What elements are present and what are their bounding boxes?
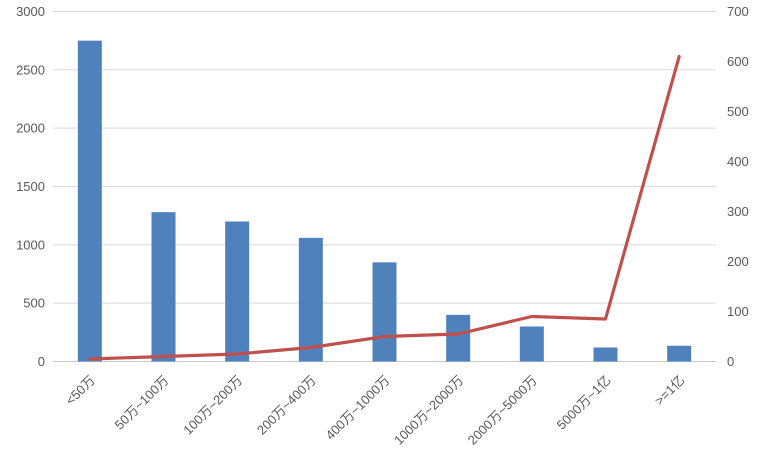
x-axis-category-label: 400万~1000万 xyxy=(322,373,392,443)
bar xyxy=(298,237,323,362)
right-axis-tick-label: 500 xyxy=(727,104,749,119)
x-axis-category-label: 2000万~5000万 xyxy=(465,373,540,448)
right-axis-tick-label: 400 xyxy=(727,154,749,169)
right-axis-tick-label: 200 xyxy=(727,254,749,269)
right-axis-tick-label: 0 xyxy=(727,354,734,369)
x-axis-category-label: >=1亿 xyxy=(652,373,688,409)
right-axis-tick-label: 600 xyxy=(727,54,749,69)
left-axis-tick-label: 0 xyxy=(38,354,45,369)
right-axis-tick-label: 300 xyxy=(727,204,749,219)
left-axis-tick-label: 500 xyxy=(23,296,45,311)
left-axis-tick-label: 3000 xyxy=(16,4,45,19)
x-axis-category-label: 1000万~2000万 xyxy=(391,373,466,448)
x-axis-category-label: 200万~400万 xyxy=(254,373,319,438)
left-axis-tick-label: 2500 xyxy=(16,62,45,77)
bar xyxy=(593,347,618,362)
bar xyxy=(667,345,692,362)
bar xyxy=(77,40,102,362)
right-axis-tick-label: 700 xyxy=(727,4,749,19)
bar xyxy=(225,221,250,362)
bar xyxy=(446,314,471,362)
x-axis-category-label: <50万 xyxy=(63,373,98,408)
x-axis-category-label: 5000万~1亿 xyxy=(554,373,614,433)
right-axis-tick-label: 100 xyxy=(727,304,749,319)
line-series-path xyxy=(88,54,681,361)
bar xyxy=(519,326,544,362)
x-axis-category-label: 100万~200万 xyxy=(180,373,245,438)
bar xyxy=(372,262,397,362)
left-axis-tick-label: 1500 xyxy=(16,179,45,194)
left-axis-tick-label: 2000 xyxy=(16,121,45,136)
x-axis-category-label: 50万~100万 xyxy=(112,373,172,433)
left-axis-tick-label: 1000 xyxy=(16,237,45,252)
bar xyxy=(151,212,176,362)
